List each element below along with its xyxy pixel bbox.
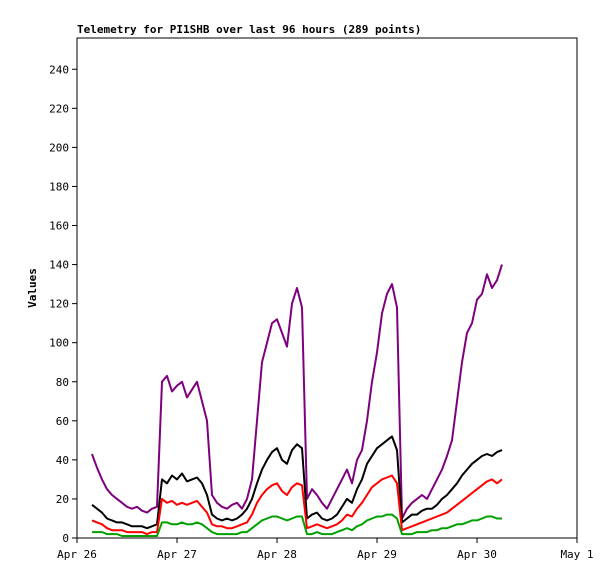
x-tick-label: Apr 29 <box>357 548 397 561</box>
y-tick-label: 160 <box>49 220 69 233</box>
y-tick-label: 200 <box>49 141 69 154</box>
y-tick-label: 120 <box>49 298 69 311</box>
x-tick-label: May 1 <box>560 548 593 561</box>
y-tick-label: 20 <box>56 493 69 506</box>
y-axis-label: Values <box>26 268 39 308</box>
series-line-3 <box>92 513 502 537</box>
y-tick-label: 60 <box>56 415 69 428</box>
y-tick-label: 80 <box>56 376 69 389</box>
y-tick-label: 180 <box>49 180 69 193</box>
plot-area-frame <box>76 37 578 539</box>
x-tick-label: Apr 30 <box>457 548 497 561</box>
x-tick-label: Apr 27 <box>157 548 197 561</box>
x-tick-label: Apr 26 <box>57 548 97 561</box>
y-tick-label: 40 <box>56 454 69 467</box>
y-tick-label: 0 <box>62 532 69 545</box>
y-tick-label: 240 <box>49 63 69 76</box>
series-line-0 <box>91 264 503 520</box>
y-tick-label: 140 <box>49 259 69 272</box>
series-line-2 <box>91 474 503 536</box>
x-tick-label: Apr 28 <box>257 548 297 561</box>
y-tick-label: 100 <box>49 337 69 350</box>
chart-title: Telemetry for PI1SHB over last 96 hours … <box>77 23 422 36</box>
y-tick-label: 220 <box>49 102 69 115</box>
series-line-1 <box>91 435 503 530</box>
